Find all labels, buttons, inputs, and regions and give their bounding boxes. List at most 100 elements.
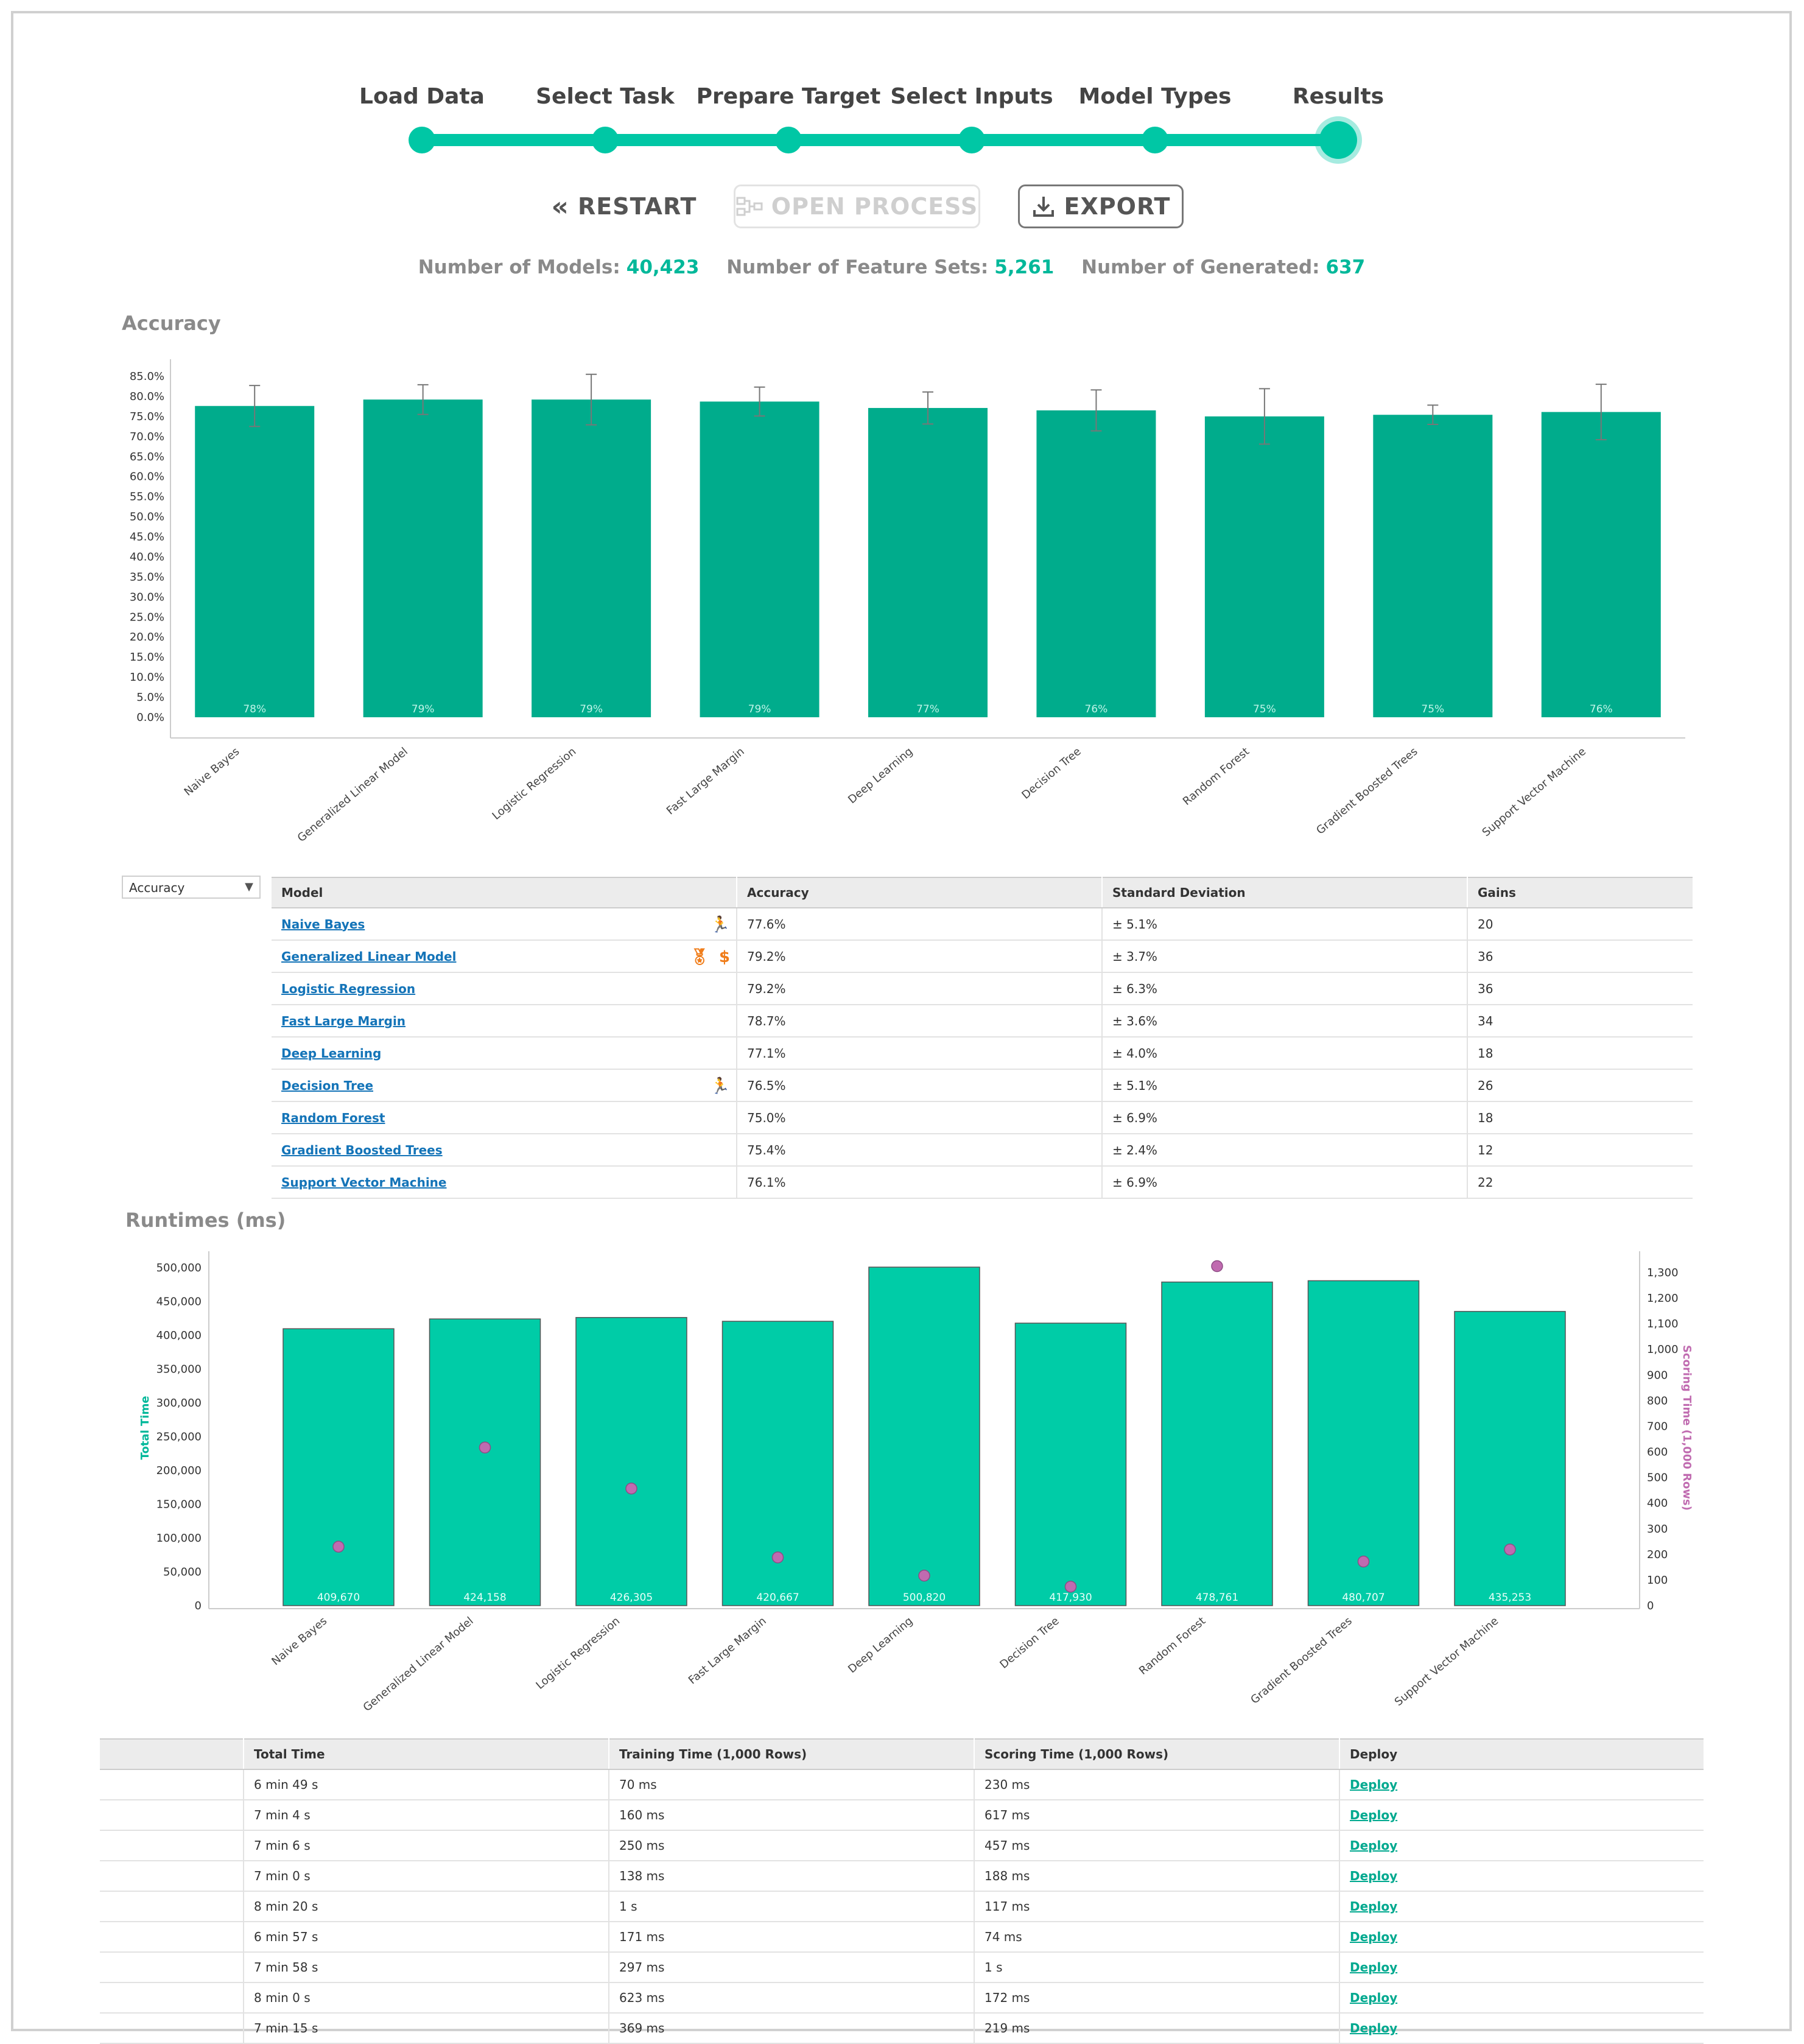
gains-cell: 18 bbox=[1467, 1037, 1693, 1070]
gains-cell: 20 bbox=[1467, 908, 1693, 941]
y-tick-label: 85.0% bbox=[130, 370, 164, 383]
y-tick-label: 60.0% bbox=[130, 471, 164, 483]
col-header-std[interactable]: Standard Deviation bbox=[1102, 877, 1468, 908]
accuracy-table-header: Model Accuracy Standard Deviation Gains bbox=[272, 877, 1693, 908]
model-link[interactable]: Deep Learning bbox=[281, 1045, 382, 1061]
col-header-deploy[interactable]: Deploy bbox=[1339, 1738, 1704, 1770]
table-row: Generalized Linear Model 🏅︎ $79.2% ± 3.7% 36 bbox=[272, 940, 1693, 973]
deploy-link[interactable]: Deploy bbox=[1350, 1930, 1398, 1944]
accuracy-chart: 0.0% 5.0% 10.0% 15.0% 20.0% 25.0% 30.0% 35.0% 40… bbox=[130, 359, 1685, 845]
col-header-gains[interactable]: Gains bbox=[1467, 877, 1693, 908]
bar-data-label: 500,820 bbox=[903, 1592, 946, 1604]
scoring-time-cell: 117 ms bbox=[974, 1891, 1340, 1922]
step-select-inputs[interactable]: Select Inputs bbox=[890, 84, 1053, 109]
deploy-cell: Deploy bbox=[1339, 1922, 1704, 1953]
model-link[interactable]: Random Forest bbox=[281, 1110, 385, 1125]
scoring-time-point bbox=[918, 1570, 930, 1582]
step-prepare-target[interactable]: Prepare Target bbox=[696, 84, 881, 109]
gains-cell: 26 bbox=[1467, 1069, 1693, 1102]
model-link[interactable]: Fast Large Margin bbox=[281, 1013, 406, 1028]
step-dot-model-types[interactable] bbox=[1142, 127, 1168, 153]
model-link[interactable]: Decision Tree bbox=[281, 1078, 374, 1093]
deploy-link[interactable]: Deploy bbox=[1350, 1960, 1398, 1975]
export-button[interactable]: EXPORT bbox=[1018, 184, 1184, 228]
y-tick-label: 55.0% bbox=[130, 491, 164, 504]
scoring-time-cell: 617 ms bbox=[974, 1800, 1340, 1831]
metric-dropdown[interactable]: Accuracy ▼ bbox=[122, 876, 261, 899]
step-dot-load-data[interactable] bbox=[409, 127, 435, 153]
step-results[interactable]: Results bbox=[1292, 84, 1385, 109]
x-tick-label: Support Vector Machine bbox=[1392, 1615, 1501, 1709]
model-link[interactable]: Support Vector Machine bbox=[281, 1175, 447, 1190]
step-dot-select-task[interactable] bbox=[592, 127, 619, 153]
bar-data-label: 424,158 bbox=[463, 1592, 506, 1604]
deploy-link[interactable]: Deploy bbox=[1350, 1899, 1398, 1914]
deploy-cell: Deploy bbox=[1339, 1800, 1704, 1831]
bar-data-label: 79% bbox=[580, 703, 603, 715]
model-cell: Fast Large Margin bbox=[272, 1005, 737, 1038]
deploy-link[interactable]: Deploy bbox=[1350, 1990, 1398, 2005]
table-row: 8 min 0 s 623 ms 172 ms Deploy bbox=[100, 1983, 1704, 2014]
col-header-accuracy[interactable]: Accuracy bbox=[737, 877, 1103, 908]
y2-tick-label: 1,300 bbox=[1647, 1266, 1679, 1279]
scoring-time-point bbox=[625, 1482, 637, 1495]
table-row: Logistic Regression 79.2% ± 6.3% 36 bbox=[272, 972, 1693, 1005]
y2-tick-label: 500 bbox=[1647, 1472, 1668, 1484]
col-header-training-time[interactable]: Training Time (1,000 Rows) bbox=[609, 1738, 975, 1770]
table-row: Fast Large Margin 78.7% ± 3.6% 34 bbox=[272, 1005, 1693, 1038]
deploy-link[interactable]: Deploy bbox=[1350, 1838, 1398, 1853]
accuracy-cell: 75.0% bbox=[737, 1101, 1103, 1134]
accuracy-bar bbox=[868, 408, 988, 717]
step-select-task[interactable]: Select Task bbox=[536, 84, 675, 109]
deploy-link[interactable]: Deploy bbox=[1350, 1808, 1398, 1822]
col-header-scoring-time[interactable]: Scoring Time (1,000 Rows) bbox=[974, 1738, 1340, 1770]
model-cell: Gradient Boosted Trees bbox=[272, 1134, 737, 1167]
x-tick-label: Random Forest bbox=[1137, 1615, 1208, 1677]
training-time-cell: 138 ms bbox=[609, 1861, 975, 1892]
deploy-link[interactable]: Deploy bbox=[1350, 1777, 1398, 1792]
deploy-cell: Deploy bbox=[1339, 1891, 1704, 1922]
deploy-cell: Deploy bbox=[1339, 2013, 1704, 2044]
col-header-total-time[interactable]: Total Time bbox=[244, 1738, 609, 1770]
accuracy-bar bbox=[1373, 415, 1493, 717]
model-link[interactable]: Naive Bayes bbox=[281, 916, 365, 932]
scoring-time-point bbox=[771, 1551, 784, 1564]
x-tick-label: Deep Learning bbox=[846, 1615, 915, 1676]
x-tick-label: Decision Tree bbox=[997, 1615, 1061, 1671]
scoring-time-point bbox=[1064, 1581, 1077, 1593]
std-cell: ± 6.9% bbox=[1102, 1101, 1468, 1134]
table-row: 7 min 4 s 160 ms 617 ms Deploy bbox=[100, 1800, 1704, 1831]
table-row: 7 min 6 s 250 ms 457 ms Deploy bbox=[100, 1830, 1704, 1861]
y2-tick-label: 1,000 bbox=[1647, 1343, 1679, 1356]
y2-tick-label: 0 bbox=[1647, 1600, 1654, 1612]
total-time-cell: 7 min 15 s bbox=[244, 2013, 609, 2044]
blank-cell bbox=[100, 1891, 244, 1922]
y2-tick-label: 800 bbox=[1647, 1394, 1668, 1407]
step-model-types[interactable]: Model Types bbox=[1078, 84, 1232, 109]
restart-button[interactable]: « RESTART bbox=[548, 184, 700, 228]
training-time-cell: 70 ms bbox=[609, 1769, 975, 1800]
table-row: Decision Tree 🏃 76.5% ± 5.1% 26 bbox=[272, 1069, 1693, 1102]
models-count-label: Number of Models: bbox=[418, 256, 620, 278]
bar-data-label: 426,305 bbox=[610, 1592, 653, 1604]
download-icon bbox=[1033, 197, 1054, 217]
step-load-data[interactable]: Load Data bbox=[359, 84, 485, 109]
model-link[interactable]: Logistic Regression bbox=[281, 981, 416, 996]
step-dot-prepare-target[interactable] bbox=[775, 127, 802, 153]
step-dot-results[interactable] bbox=[1319, 121, 1357, 159]
process-icon bbox=[736, 197, 763, 216]
deploy-link[interactable]: Deploy bbox=[1350, 2021, 1398, 2035]
step-dot-select-inputs[interactable] bbox=[958, 127, 985, 153]
runtime-table-header: Total Time Training Time (1,000 Rows) Sc… bbox=[100, 1738, 1704, 1770]
col-header-model[interactable]: Model bbox=[272, 877, 737, 908]
runtimes-chart: 0 50,000 100,000 150,000 200,000 250,000 300,0… bbox=[139, 1251, 1693, 1714]
total-time-cell: 8 min 0 s bbox=[244, 1983, 609, 2014]
deploy-link[interactable]: Deploy bbox=[1350, 1869, 1398, 1883]
total-time-bar bbox=[429, 1318, 541, 1606]
std-cell: ± 6.3% bbox=[1102, 972, 1468, 1005]
model-link[interactable]: Gradient Boosted Trees bbox=[281, 1142, 443, 1157]
model-link[interactable]: Generalized Linear Model bbox=[281, 949, 457, 964]
open-process-button[interactable]: OPEN PROCESS bbox=[734, 184, 980, 228]
training-time-cell: 369 ms bbox=[609, 2013, 975, 2044]
y-tick-label: 15.0% bbox=[130, 651, 164, 664]
